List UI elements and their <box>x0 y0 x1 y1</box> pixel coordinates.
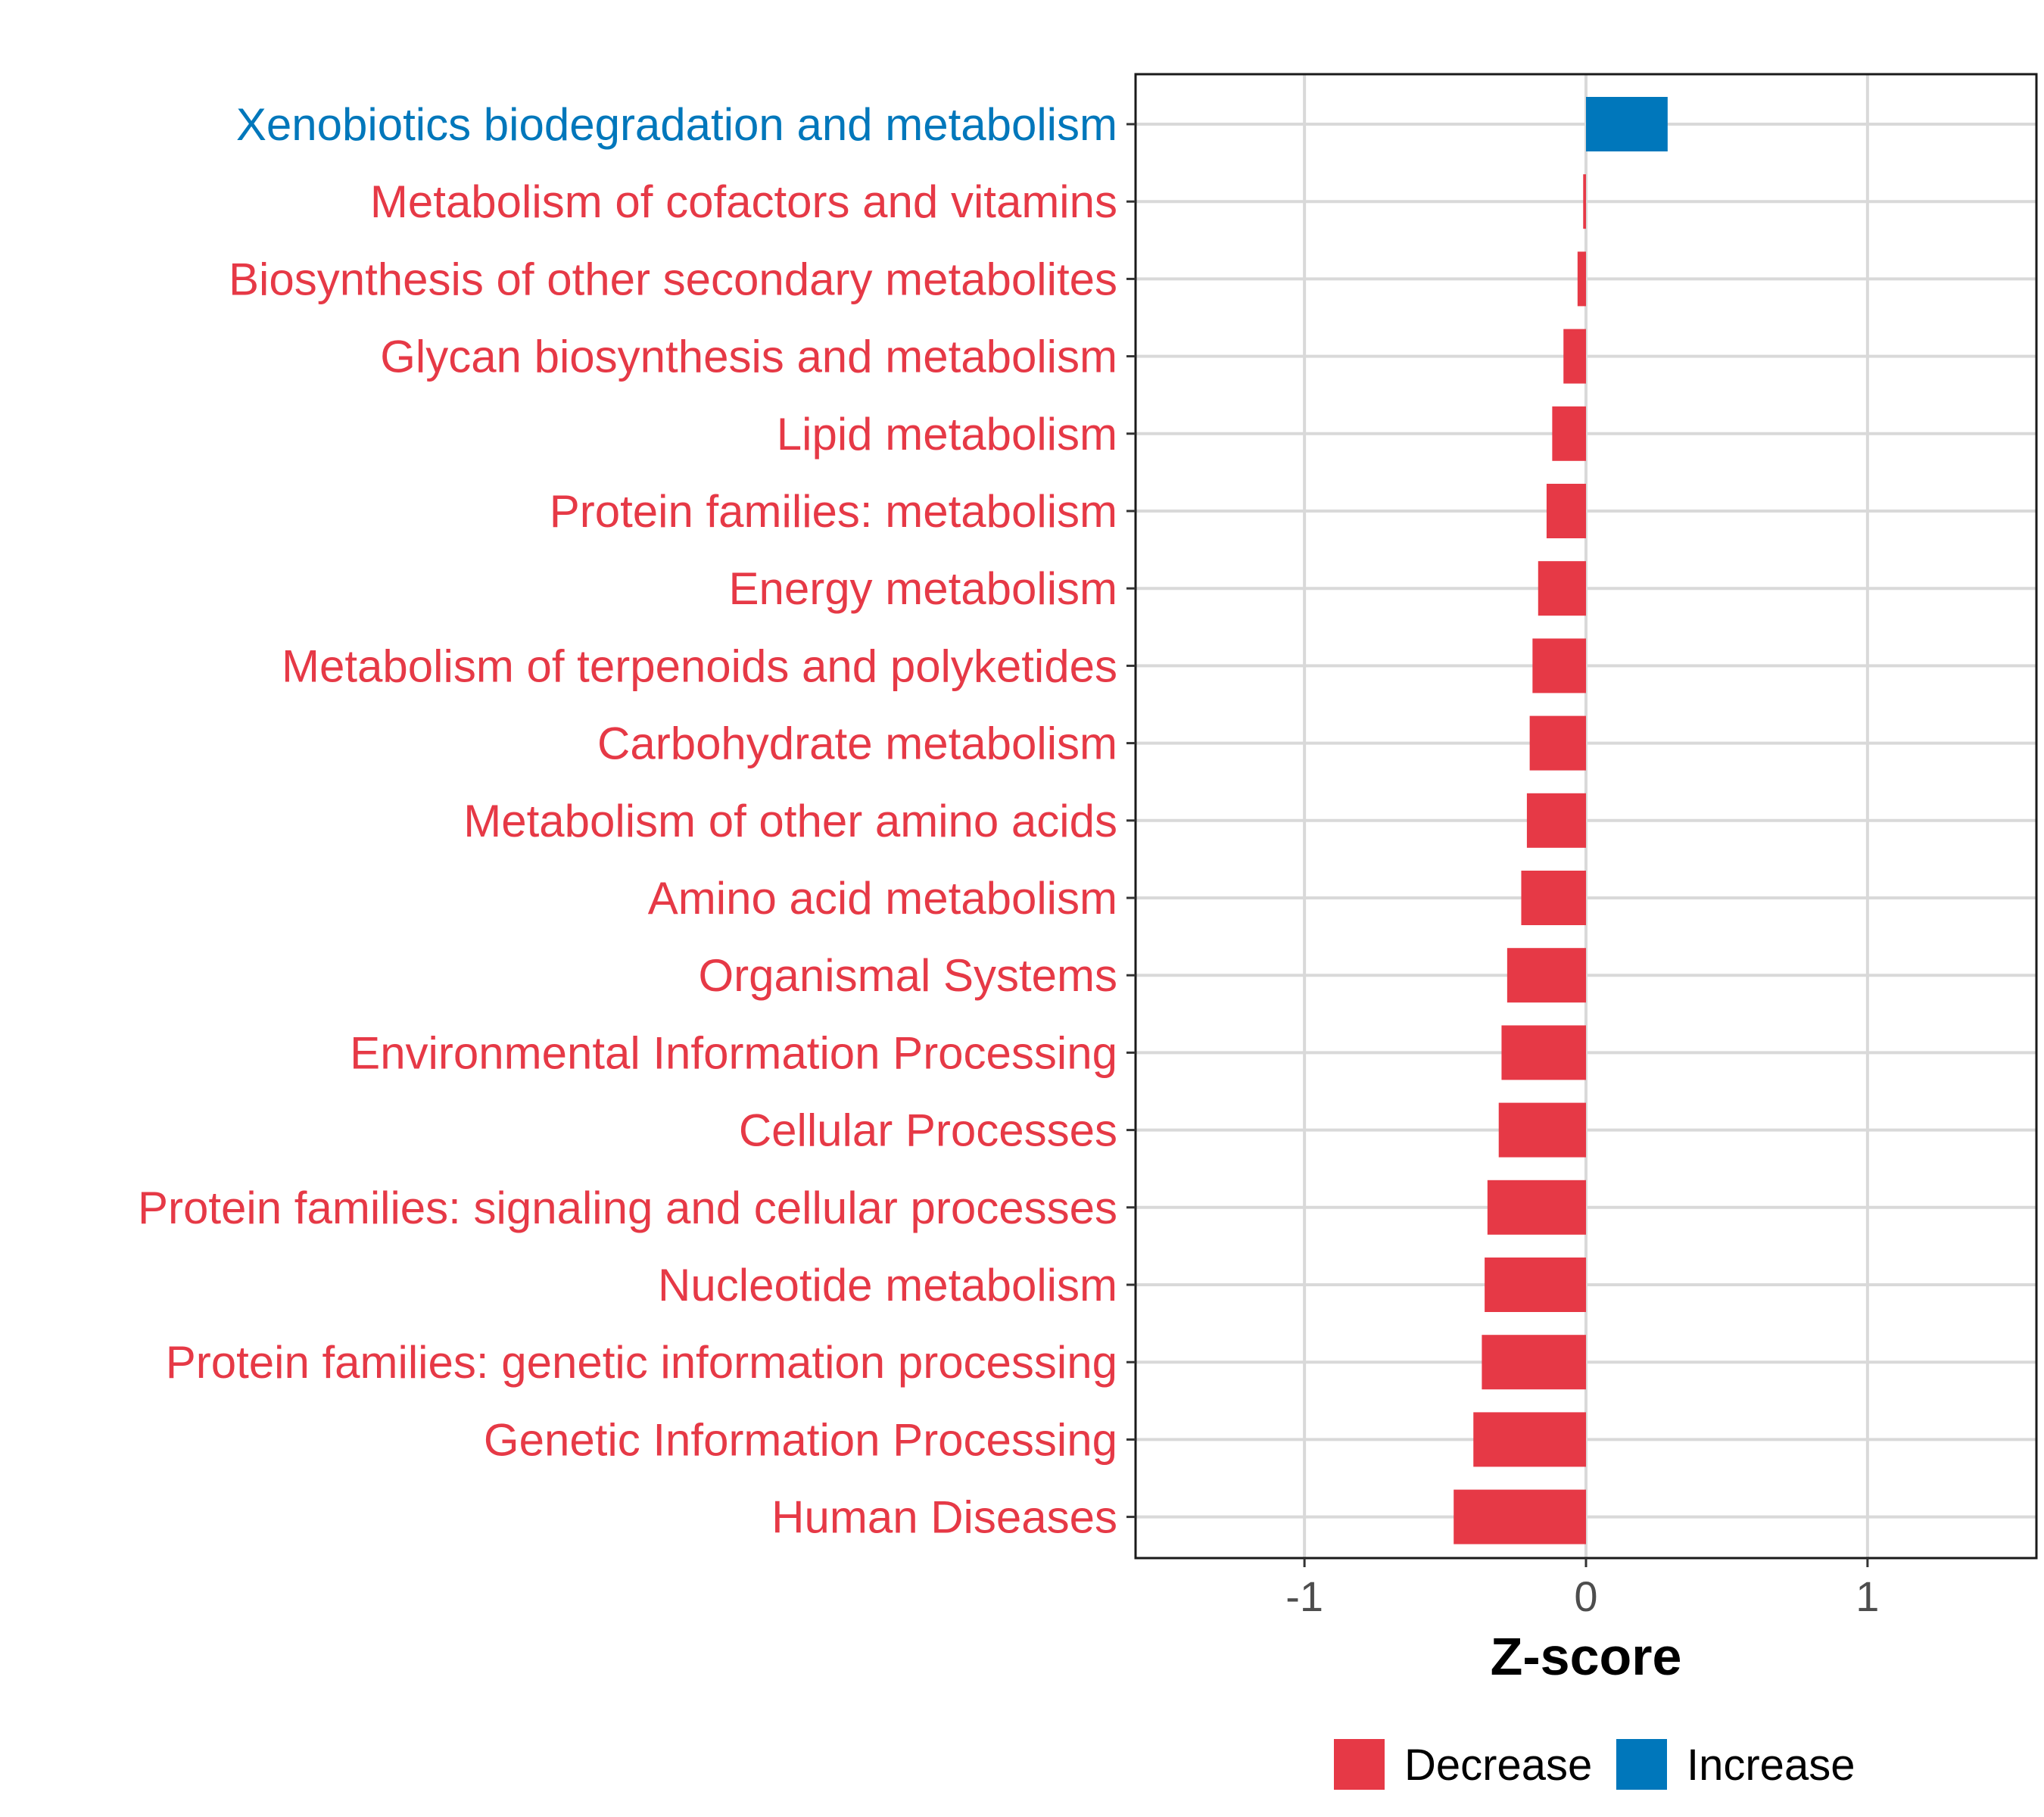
x-tick-label: 0 <box>1574 1572 1597 1620</box>
bar-decrease <box>1583 174 1586 229</box>
bar-decrease <box>1482 1335 1586 1390</box>
category-label: Biosynthesis of other secondary metaboli… <box>229 254 1117 304</box>
bars <box>1454 97 1668 1544</box>
bar-decrease <box>1507 948 1586 1003</box>
bar-decrease <box>1529 715 1586 771</box>
category-label: Nucleotide metabolism <box>658 1260 1117 1311</box>
category-label: Metabolism of other amino acids <box>463 796 1117 846</box>
category-label: Amino acid metabolism <box>648 873 1117 924</box>
bar-decrease <box>1521 871 1586 925</box>
category-label: Carbohydrate metabolism <box>597 718 1117 769</box>
category-label: Human Diseases <box>771 1492 1117 1543</box>
bar-decrease <box>1577 251 1586 307</box>
category-label: Protein families: signaling and cellular… <box>138 1183 1117 1233</box>
category-label: Xenobiotics biodegradation and metabolis… <box>236 99 1117 150</box>
bar-decrease <box>1546 484 1586 538</box>
bar-decrease <box>1532 638 1586 693</box>
category-label: Glycan biosynthesis and metabolism <box>380 332 1117 382</box>
bar-decrease <box>1487 1180 1586 1235</box>
category-label: Environmental Information Processing <box>350 1027 1117 1078</box>
category-label: Protein families: genetic information pr… <box>166 1337 1117 1388</box>
legend-swatch-decrease <box>1334 1739 1385 1790</box>
legend-label-decrease: Decrease <box>1404 1741 1592 1790</box>
bar-decrease <box>1501 1025 1586 1080</box>
category-label: Metabolism of terpenoids and polyketides <box>282 640 1117 691</box>
bar-decrease <box>1563 329 1586 384</box>
category-label: Cellular Processes <box>739 1105 1117 1156</box>
y-axis-category-labels: Xenobiotics biodegradation and metabolis… <box>138 99 1117 1543</box>
bar-decrease <box>1473 1412 1586 1467</box>
x-axis-title: Z-score <box>1491 1627 1682 1686</box>
legend-label-increase: Increase <box>1687 1741 1855 1790</box>
category-label: Lipid metabolism <box>777 409 1117 460</box>
legend-swatch-increase <box>1616 1739 1667 1790</box>
x-axis-ticks: -1 0 1 <box>1285 1558 1879 1620</box>
category-label: Protein families: metabolism <box>550 486 1117 537</box>
bar-increase <box>1586 97 1668 151</box>
bar-decrease <box>1454 1489 1586 1544</box>
bar-decrease <box>1485 1258 1586 1312</box>
category-label: Metabolism of cofactors and vitamins <box>370 176 1117 227</box>
category-label: Genetic Information Processing <box>484 1414 1117 1465</box>
legend: Decrease Increase <box>1334 1739 1855 1790</box>
x-tick-label: 1 <box>1855 1572 1879 1620</box>
bar-decrease <box>1552 406 1586 461</box>
category-label: Energy metabolism <box>728 563 1117 614</box>
category-label: Organismal Systems <box>699 950 1117 1001</box>
x-tick-label: -1 <box>1285 1572 1323 1620</box>
bar-decrease <box>1526 793 1586 848</box>
bar-decrease <box>1538 561 1586 616</box>
bar-decrease <box>1498 1102 1586 1158</box>
y-axis-ticks <box>1126 123 1136 1519</box>
